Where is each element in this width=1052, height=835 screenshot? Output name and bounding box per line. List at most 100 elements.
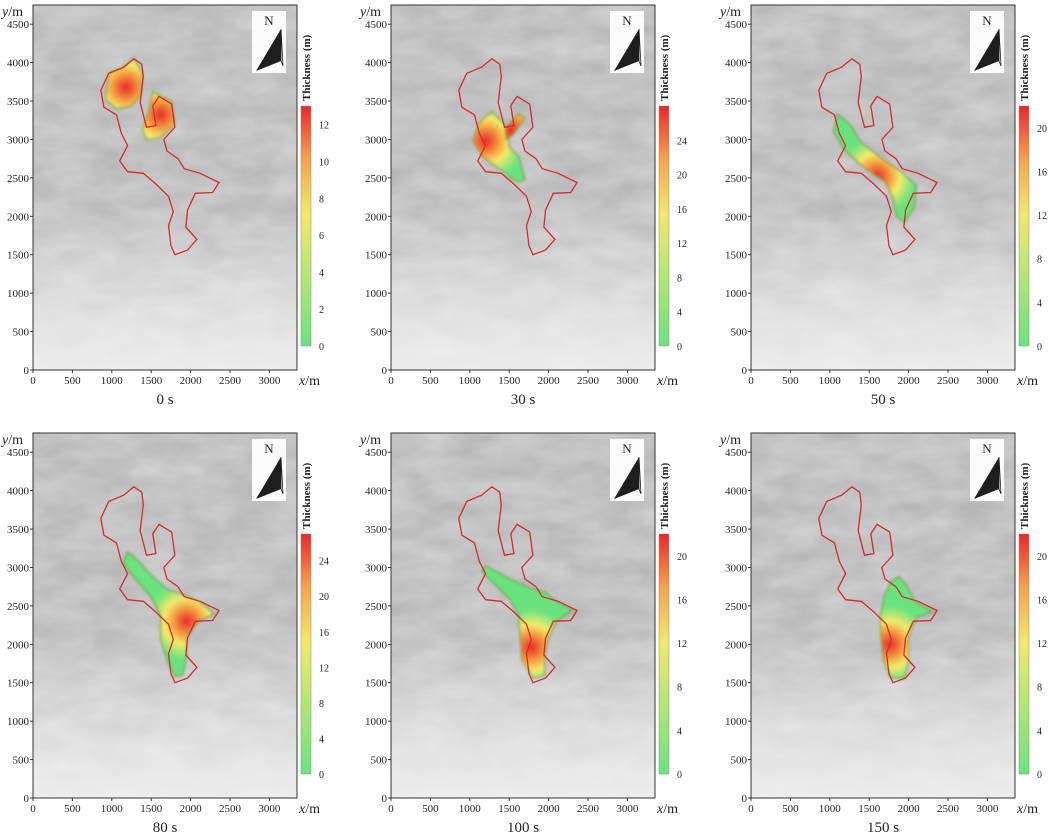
svg-text:N: N: [982, 13, 992, 28]
x-tick-label: 2000: [538, 803, 561, 815]
colorbar-tick-label: 20: [319, 592, 329, 603]
plot-frame: [750, 432, 1016, 799]
north-arrow-icon: N: [970, 11, 1004, 73]
y-tick-label: 2500: [7, 173, 30, 185]
colorbar-tick-label: 0: [1037, 342, 1042, 353]
colorbar-title: Thickness (m): [1019, 34, 1031, 101]
landslide-boundary: [818, 485, 938, 684]
landslide-boundary: [100, 485, 220, 684]
y-axis-title: y/m: [718, 433, 741, 448]
time-caption: 50 s: [871, 392, 896, 408]
panel-2: 0 500 1000 1500 2000 2500 3000 0 500 1000 1500 2000…: [358, 4, 687, 408]
colorbar-tick-label: 8: [319, 699, 324, 710]
x-tick-label: 2500: [937, 375, 960, 387]
x-tick-label: 1000: [459, 375, 482, 387]
x-tick-label: 3000: [616, 803, 639, 815]
y-axis-title: y/m: [0, 433, 23, 448]
plot-frame: [32, 432, 298, 799]
y-tick-label: 4000: [725, 58, 748, 70]
y-tick-label: 3000: [365, 562, 388, 574]
landslide-boundary: [100, 57, 220, 256]
time-caption: 30 s: [511, 392, 536, 408]
colorbar-tick-label: 0: [1037, 770, 1042, 781]
y-tick-label: 500: [371, 755, 388, 767]
x-axis-title: x/m: [298, 802, 320, 817]
y-tick-label: 0: [382, 793, 388, 805]
x-tick-label: 500: [422, 375, 439, 387]
y-tick-label: 500: [731, 327, 748, 339]
colorbar-tick-label: 12: [677, 639, 687, 650]
landslide-boundary: [818, 57, 938, 256]
colorbar-tick-label: 0: [319, 342, 324, 353]
colorbar-title: Thickness (m): [1019, 462, 1031, 529]
y-tick-label: 3000: [365, 134, 388, 146]
colorbar-tick-label: 8: [677, 683, 682, 694]
y-tick-label: 1500: [725, 678, 748, 690]
x-tick-label: 0: [30, 375, 36, 387]
x-tick-label: 1500: [858, 375, 881, 387]
x-tick-label: 1000: [819, 803, 842, 815]
x-tick-label: 500: [64, 803, 81, 815]
colorbar: Thickness (m) 0 4 8 12 16 20 24: [658, 34, 687, 353]
y-axis-title: y/m: [358, 5, 381, 20]
y-tick-label: 1000: [725, 288, 748, 300]
x-tick-label: 2500: [577, 803, 600, 815]
y-tick-label: 1000: [725, 716, 748, 728]
y-tick-label: 4000: [7, 486, 30, 498]
y-tick-label: 4500: [365, 447, 388, 459]
deposit-area: [504, 113, 526, 141]
y-tick-label: 3500: [725, 96, 748, 108]
x-tick-label: 0: [388, 375, 394, 387]
x-axis-title: x/m: [656, 374, 678, 389]
colorbar-tick-label: 24: [677, 136, 687, 147]
panel-3: 0 500 1000 1500 2000 2500 3000 0 500 1000 1500 2000…: [718, 4, 1047, 408]
x-tick-label: 3000: [976, 375, 999, 387]
colorbar-tick-label: 12: [1037, 639, 1047, 650]
colorbar-tick-label: 12: [319, 663, 329, 674]
y-tick-label: 2000: [365, 639, 388, 651]
x-tick-label: 1500: [140, 375, 163, 387]
x-axis-title: x/m: [656, 802, 678, 817]
y-tick-label: 1000: [365, 716, 388, 728]
colorbar-tick-label: 4: [319, 268, 324, 279]
y-tick-label: 1000: [7, 716, 30, 728]
colorbar-title: Thickness (m): [659, 34, 671, 101]
colorbar-tick-label: 12: [677, 239, 687, 250]
north-arrow-icon: N: [610, 439, 644, 501]
x-tick-label: 2500: [937, 803, 960, 815]
x-tick-label: 1500: [140, 803, 163, 815]
panel-6: 0 500 1000 1500 2000 2500 3000 0 500 1000 1500 2000…: [718, 432, 1047, 835]
x-tick-label: 0: [388, 803, 394, 815]
colorbar-title: Thickness (m): [659, 462, 671, 529]
panel-5: 0 500 1000 1500 2000 2500 3000 0 500 1000 1500 2000…: [358, 432, 687, 835]
north-arrow-icon: N: [970, 439, 1004, 501]
colorbar-tick-label: 16: [677, 595, 687, 606]
landslide-boundary: [458, 57, 578, 256]
y-tick-label: 2000: [365, 211, 388, 223]
y-tick-label: 1000: [365, 288, 388, 300]
north-arrow-icon: N: [252, 439, 286, 501]
y-tick-label: 3500: [7, 96, 30, 108]
y-tick-label: 1500: [725, 250, 748, 262]
y-axis-title: y/m: [718, 5, 741, 20]
x-tick-label: 1000: [101, 375, 124, 387]
panel-1: 0 500 1000 1500 2000 2500 3000 0 500 1000 1500 2000…: [0, 4, 329, 408]
y-tick-label: 3000: [725, 134, 748, 146]
colorbar-tick-label: 8: [1037, 255, 1042, 266]
colorbar-tick-label: 24: [319, 557, 329, 568]
colorbar-tick-label: 20: [677, 171, 687, 182]
y-tick-label: 3500: [7, 524, 30, 536]
y-tick-label: 3000: [7, 134, 30, 146]
y-tick-label: 4000: [365, 486, 388, 498]
time-caption: 80 s: [153, 820, 178, 835]
colorbar-tick-label: 12: [1037, 211, 1047, 222]
colorbar: Thickness (m) 0 4 8 12 16 20: [1018, 34, 1047, 353]
colorbar-tick-label: 4: [319, 734, 324, 745]
x-tick-label: 2500: [219, 803, 242, 815]
x-tick-label: 500: [782, 803, 799, 815]
x-tick-label: 2000: [180, 803, 203, 815]
colorbar-tick-label: 20: [1037, 552, 1047, 563]
colorbar-tick-label: 4: [677, 726, 682, 737]
colorbar-tick-label: 16: [1037, 595, 1047, 606]
x-tick-label: 1500: [858, 803, 881, 815]
